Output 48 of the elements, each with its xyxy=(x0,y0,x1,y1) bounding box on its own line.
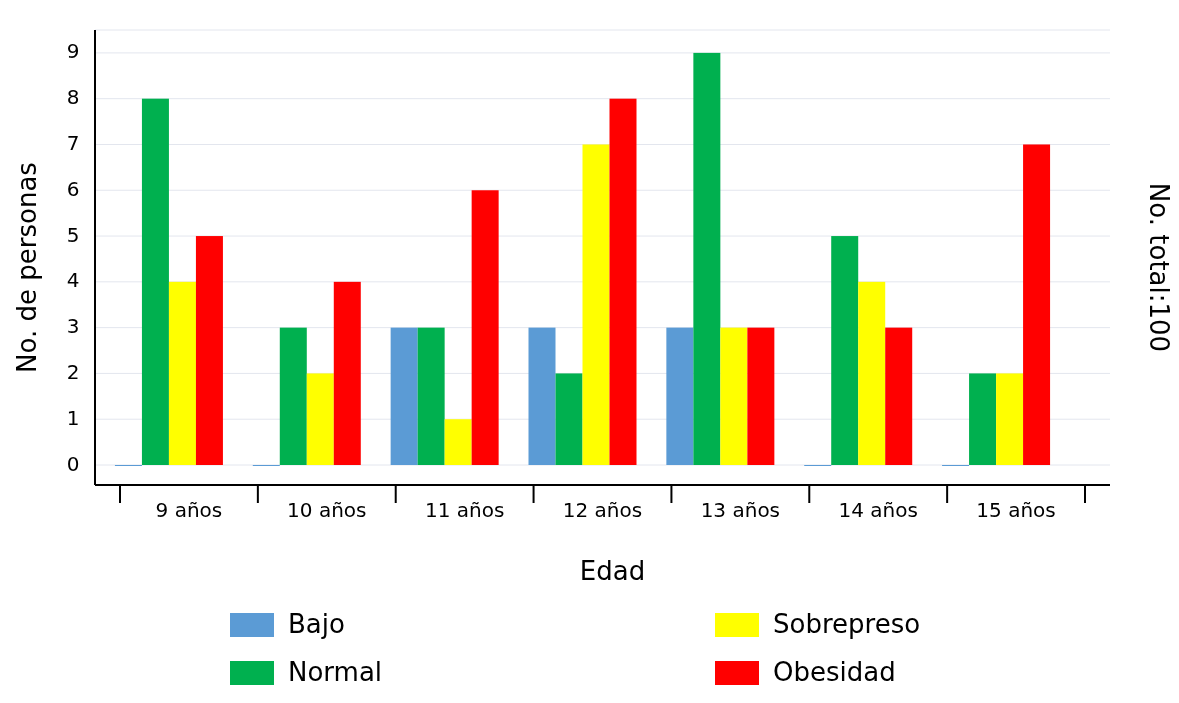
y-tick-label: 8 xyxy=(66,85,80,110)
bar xyxy=(1023,144,1051,465)
bar xyxy=(333,281,361,465)
bar xyxy=(582,144,610,465)
y-tick-label: 2 xyxy=(66,359,80,384)
bar xyxy=(528,327,556,465)
bar xyxy=(969,373,997,465)
bar xyxy=(444,419,472,465)
x-tick-label: 11 años xyxy=(424,498,505,522)
bar xyxy=(390,327,418,465)
bar xyxy=(831,236,859,465)
bar xyxy=(720,327,748,465)
y-axis-title: No. de personas xyxy=(12,162,42,373)
legend-label: Bajo xyxy=(288,608,345,639)
bar xyxy=(471,190,499,465)
bar xyxy=(306,373,334,465)
x-tick-label: 10 años xyxy=(287,498,367,522)
bar xyxy=(141,98,169,465)
bar xyxy=(417,327,445,465)
bar xyxy=(666,327,694,465)
legend-label: Sobrepreso xyxy=(773,608,921,639)
y-tick-label: 3 xyxy=(66,314,80,339)
bar xyxy=(996,373,1024,465)
y-tick-label: 7 xyxy=(66,130,80,155)
x-tick-label: 13 años xyxy=(700,498,781,522)
bar xyxy=(885,327,913,465)
y-tick-label: 6 xyxy=(66,176,80,201)
x-tick-label: 14 años xyxy=(838,498,918,522)
bar xyxy=(279,327,307,465)
y-tick-label: 9 xyxy=(66,39,80,64)
bar xyxy=(747,327,775,465)
text: No. total:100 xyxy=(1144,182,1174,353)
bar xyxy=(555,373,583,465)
legend-label: Normal xyxy=(288,656,383,687)
legend-label: Obesidad xyxy=(773,656,896,687)
y-tick-label: 1 xyxy=(66,405,80,430)
bar xyxy=(858,281,886,465)
bar xyxy=(168,281,196,465)
bar xyxy=(609,98,637,465)
x-tick-label: 12 años xyxy=(562,498,643,522)
y-tick-label: 5 xyxy=(66,222,80,247)
x-tick-label: 9 años xyxy=(155,498,223,522)
y-tick-label: 4 xyxy=(66,268,80,293)
x-axis-title: Edad xyxy=(579,556,646,586)
x-tick-label: 15 años xyxy=(976,498,1056,522)
y-tick-label: 0 xyxy=(66,451,80,476)
bar xyxy=(195,236,223,465)
bar xyxy=(693,52,721,465)
